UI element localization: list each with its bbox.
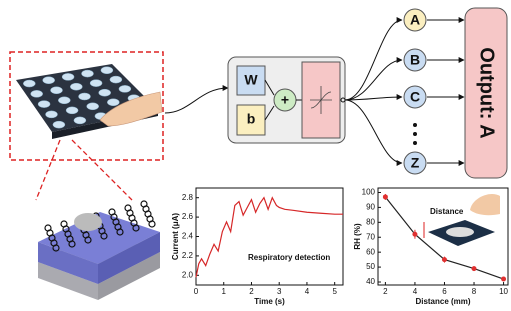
sensor-dot [53,121,65,128]
sensor-dot [119,85,131,92]
x-tick-label: 8 [472,287,477,296]
y-tick-label: 2.2 [182,251,194,260]
x-tick-label: 2 [249,287,254,296]
sensor-dot [99,89,111,96]
zoom-line [36,140,60,200]
sum-label: + [281,92,289,108]
annotation: Distance [430,207,464,216]
sensor-dot [74,117,86,124]
x-tick-label: 3 [277,287,282,296]
molecule-cluster [74,213,102,231]
inset: Distance [424,194,500,246]
y-tick-label: 2.0 [182,270,194,279]
sensor-dot [62,73,74,80]
y-tick-label: 70 [366,232,375,241]
figure: W b + A B C Z Output: A 0 1 2 3 4 5 2.0 2.2 2.4 2.6 2… [0,0,511,311]
x-tick-label: 0 [194,287,199,296]
y-tick-label: 60 [366,247,375,256]
sensor-dot [23,80,35,87]
bias-label: b [247,111,256,127]
x-tick-label: 1 [222,287,227,296]
data-point [412,232,417,237]
data-point [472,266,477,271]
y-tick-label: 2.8 [182,193,194,202]
y-tick-label: 50 [366,262,375,271]
x-tick-label: 5 [332,287,337,296]
sensor-dot [51,87,63,94]
sensor-dot [46,111,58,118]
y-tick-label: 100 [362,188,376,197]
data-line [196,198,343,278]
data-point [442,257,447,262]
sensor-dot [38,101,50,108]
plot-frame [196,188,343,285]
arrow [345,100,402,163]
output-label: C [410,89,420,105]
sensor-dot [101,67,113,74]
arrow [345,60,402,100]
x-tick-label: 6 [442,287,447,296]
x-tick-label: 10 [499,287,508,296]
x-tick-label: 2 [383,287,388,296]
output-label: Output: A [476,47,498,138]
sensor-dot [87,103,99,110]
arrow [345,20,402,100]
weight-label: W [244,72,258,88]
y-tick-label: 90 [366,203,375,212]
sensor-dot [107,99,119,106]
y-tick-label: 40 [366,277,375,286]
inset-sensor [446,227,474,237]
output-label: A [410,12,420,28]
output-label: B [410,52,420,68]
y-tick-label: 2.4 [182,232,194,241]
data-point [383,194,388,199]
sensor-dot [90,80,102,87]
zoom-line [72,140,132,200]
sensor-dot [79,93,91,100]
sensor-dot [110,76,122,83]
ellipsis-dot [413,132,417,136]
y-tick-label: 80 [366,217,375,226]
y-tick-label: 2.6 [182,212,194,221]
x-tick-label: 4 [413,287,418,296]
inset-finger [470,194,500,215]
sensor-dot [43,77,55,84]
data-point [501,277,506,282]
sensor-dot [70,83,82,90]
y-axis-label: RH (%) [353,223,362,250]
sensor-dot [66,107,78,114]
arrow [165,88,228,113]
outputs: A B C Z [345,9,464,174]
sensor-dot [82,70,94,77]
x-axis-label: Time (s) [254,297,285,306]
ellipsis-dot [413,141,417,145]
ellipsis-dot [413,123,417,127]
x-tick-label: 4 [305,287,310,296]
sensor-dot [31,90,43,97]
y-axis-label: Current (μA) [171,213,180,260]
sensor-dot [58,97,70,104]
x-axis-label: Distance (mm) [415,297,470,306]
annotation: Respiratory detection [248,253,330,262]
output-label: Z [411,155,420,171]
